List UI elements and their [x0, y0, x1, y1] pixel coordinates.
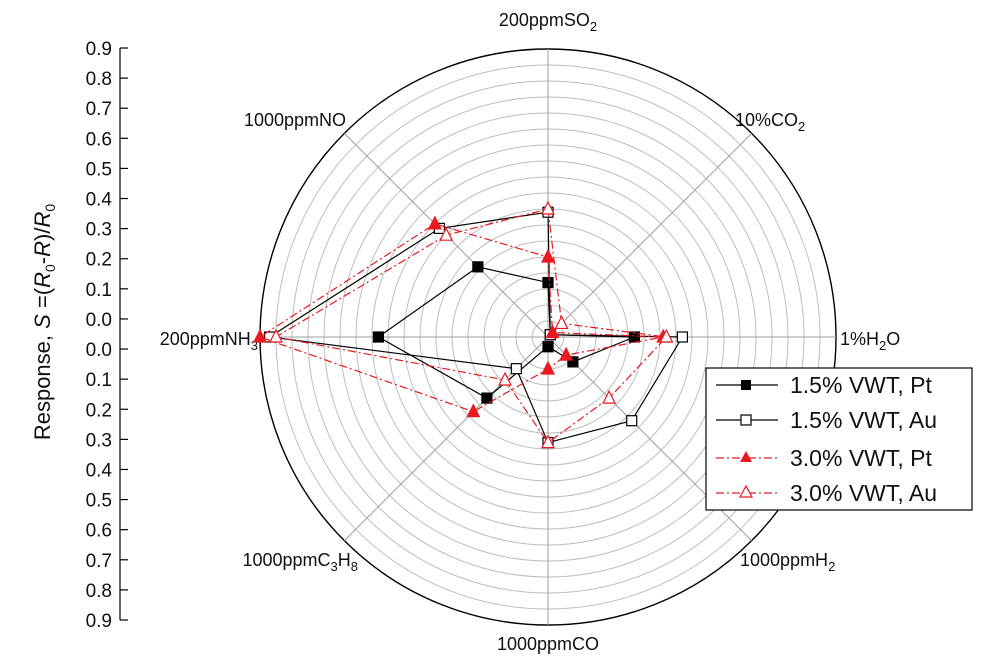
y-axis-title-r0: R	[30, 272, 55, 288]
category-label-h2o: 1%H2O	[840, 329, 900, 353]
y-axis-title-r0b: R	[30, 212, 55, 228]
legend: 1.5% VWT, Pt 1.5% VWT, Au 3.0% VWT, Pt 3…	[705, 367, 973, 511]
data-point	[602, 389, 617, 404]
category-label-so2: 200ppmSO2	[499, 10, 597, 34]
legend-box	[705, 367, 973, 511]
data-point	[466, 403, 481, 418]
scale-tick-label: 0.0	[86, 340, 112, 361]
series-line	[267, 211, 684, 444]
y-axis-title-close: )/	[30, 227, 55, 241]
y-axis-title-sub0: 0	[42, 264, 58, 272]
scale-tick-label: 0.5	[86, 491, 112, 512]
scale-tick-label: 0.9	[86, 611, 112, 632]
scale-tick-label: 0.0	[86, 310, 112, 331]
y-axis-title: Response, S =(R0-R)/R0	[30, 204, 58, 441]
series-3	[253, 215, 671, 418]
scale-tick-label: 0.7	[86, 99, 112, 120]
category-label-c3h8: 1000ppmC3H8	[242, 550, 358, 574]
data-point	[541, 200, 555, 215]
data-point	[541, 248, 555, 263]
legend-label-2: 1.5% VWT, Au	[790, 407, 937, 433]
y-axis-title-dash: -	[30, 257, 55, 264]
scale-tick-label: 0.4	[86, 190, 113, 211]
scale-tick-label: 0.2	[86, 250, 112, 271]
series-4	[269, 200, 674, 449]
triangle-open-marker-icon	[738, 484, 754, 498]
category-labels: 200ppmSO2 10%CO2 1%H2O 1000ppmH2 1000ppm…	[160, 10, 901, 654]
triangle-filled-marker-icon	[740, 451, 752, 462]
category-label-nh3: 200ppmNH3	[160, 329, 258, 353]
data-point	[372, 331, 384, 343]
data-point	[541, 360, 555, 375]
legend-label-1: 1.5% VWT, Pt	[790, 372, 932, 398]
legend-item-3: 3.0% VWT, Pt	[716, 445, 932, 471]
scale-tick-label: 0.1	[86, 370, 112, 391]
category-label-co2: 10%CO2	[735, 110, 805, 134]
scale-tick-label: 0.1	[86, 280, 112, 301]
y-axis-title-r: R	[30, 241, 55, 257]
scale-ticks: 0.9 0.8 0.7 0.6 0.5 0.4 0.3 0.2 0.1 0.0 0.0 0.1 0.2 0…	[86, 39, 128, 632]
scale-tick-label: 0.8	[86, 581, 112, 602]
data-point	[559, 346, 574, 361]
data-point	[567, 356, 579, 368]
scale-tick-label: 0.6	[86, 521, 112, 542]
category-label-co: 1000ppmCO	[497, 634, 599, 654]
data-point	[472, 261, 484, 273]
data-point	[554, 315, 569, 330]
data-point	[542, 277, 554, 289]
legend-item-4: 3.0% VWT, Au	[716, 480, 937, 506]
category-label-no: 1000ppmNO	[244, 110, 346, 130]
data-point	[676, 331, 689, 343]
scale-tick-label: 0.5	[86, 159, 112, 180]
legend-item-2: 1.5% VWT, Au	[716, 407, 937, 433]
square-open-marker-icon	[740, 414, 752, 426]
square-filled-marker-icon	[741, 380, 751, 390]
y-axis-title-var: S	[30, 314, 55, 329]
response-scale: 0.9 0.8 0.7 0.6 0.5 0.4 0.3 0.2 0.1 0.0 0.0 0.1 0.2 0…	[86, 39, 128, 632]
scale-tick-label: 0.8	[86, 69, 112, 90]
data-point	[481, 392, 493, 404]
legend-label-4: 3.0% VWT, Au	[790, 480, 937, 506]
scale-tick-label: 0.3	[86, 220, 112, 241]
scale-tick-label: 0.2	[86, 400, 112, 421]
data-point	[269, 328, 283, 343]
series-line	[274, 208, 668, 444]
data-point	[439, 226, 454, 241]
legend-label-3: 3.0% VWT, Pt	[790, 445, 932, 471]
scale-tick-label: 0.6	[86, 129, 112, 150]
scale-tick-label: 0.3	[86, 430, 112, 451]
data-point	[498, 371, 512, 386]
y-axis-title-prefix: Response,	[30, 329, 55, 440]
legend-item-1: 1.5% VWT, Pt	[716, 372, 932, 398]
data-point	[659, 328, 674, 343]
data-point	[542, 341, 554, 353]
data-point	[253, 328, 267, 343]
category-label-h2: 1000ppmH2	[740, 550, 835, 574]
data-point	[427, 215, 442, 230]
data-point	[541, 434, 555, 449]
data-point	[510, 363, 522, 375]
data-point	[545, 324, 560, 339]
scale-tick-label: 0.7	[86, 551, 112, 572]
y-axis-title-sub0b: 0	[42, 204, 58, 212]
radar-spoke	[547, 132, 753, 338]
y-axis-title-eq: =(	[30, 287, 55, 314]
scale-tick-label: 0.4	[86, 460, 113, 481]
scale-tick-label: 0.9	[86, 39, 112, 60]
data-point	[626, 415, 638, 427]
series-layer	[253, 200, 689, 449]
